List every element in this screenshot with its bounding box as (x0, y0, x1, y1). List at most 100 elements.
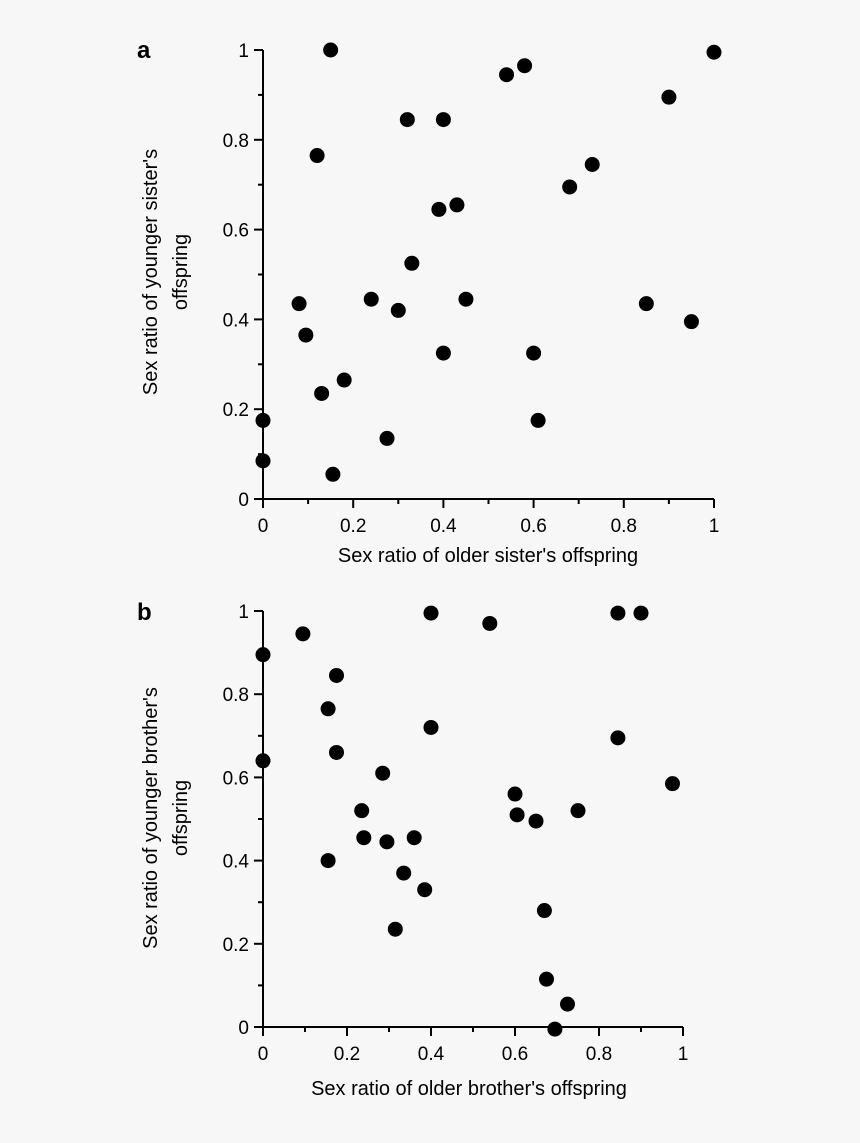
panel-b-data-point (295, 626, 311, 642)
panel-a-y-ticks: 0 0.2 0.4 0.6 0.8 1 (223, 41, 263, 511)
panel-b-data-point (255, 753, 271, 769)
panel-a-data-point (458, 291, 474, 307)
panel-a-points (255, 42, 722, 482)
panel-b-data-point (539, 971, 554, 987)
panel-b-data-point (509, 807, 525, 823)
panel-a-data-point (431, 201, 447, 217)
panel-a-x-tick-label: 0.2 (340, 516, 366, 537)
panel-b-data-point (396, 865, 412, 881)
panel-b-y-ticks: 0 0.2 0.4 0.6 0.8 1 (223, 602, 263, 1039)
panel-b-y-tick-label: 0 (238, 1018, 249, 1039)
panel-b-data-point (507, 786, 523, 802)
panel-b-data-point (354, 803, 370, 819)
panel-b-data-point (406, 830, 422, 846)
panel-a-data-point (325, 466, 341, 482)
panel-a-data-point (291, 296, 307, 312)
panel-a-y-tick-label: 0.8 (223, 131, 249, 152)
panel-b-data-point (482, 615, 498, 631)
panel-a-data-point (255, 453, 271, 469)
panel-b-x-tick-label: 0.6 (502, 1044, 528, 1065)
panel-b-x-tick-label: 0.4 (418, 1044, 445, 1065)
panel-a-y-tick-label: 0.6 (223, 221, 249, 242)
panel-b-points (255, 605, 680, 1037)
panel-a-data-point (404, 255, 420, 271)
panel-b-x-tick-label: 0.2 (334, 1044, 360, 1065)
panel-b-x-tick-label: 0.8 (586, 1044, 612, 1065)
panel-b-y-tick-label: 0.2 (223, 935, 249, 956)
panel-a-y-tick-label: 1 (238, 41, 249, 62)
panel-b-data-point (329, 667, 344, 683)
panel-a-data-point (390, 302, 406, 318)
panel-a-data-point (363, 291, 379, 307)
panel-b-data-point (633, 605, 649, 621)
panel-a-data-point (298, 327, 314, 343)
panel-b-y-axis-title-line2: offspring (170, 780, 192, 856)
panel-b-data-point (356, 830, 372, 846)
panel-b-data-point (379, 834, 395, 850)
panel-b-data-point (547, 1021, 563, 1037)
panel-a-x-tick-label: 0 (258, 516, 269, 537)
panel-a-data-point (638, 296, 654, 312)
panel-a-data-point (323, 42, 339, 58)
panel-b-data-point (536, 903, 552, 919)
panel-b-data-point (570, 803, 586, 819)
panel-b-data-point (423, 605, 439, 621)
panel-b-data-point (320, 853, 336, 869)
panel-b-data-point (610, 605, 626, 621)
panel-a-data-point (336, 372, 352, 388)
panel-a-data-point (661, 89, 677, 105)
panel-a-data-point (530, 412, 546, 428)
panel-a-y-tick-label: 0 (238, 490, 249, 511)
panel-b-data-point (423, 719, 439, 735)
panel-b-data-point (320, 701, 336, 717)
panel-a-x-tick-label: 0.4 (430, 516, 457, 537)
panel-b-data-point (417, 882, 433, 898)
panel-a-data-point (499, 67, 515, 83)
panel-b-y-tick-label: 0.4 (223, 852, 250, 873)
panel-a-data-point (706, 44, 722, 60)
panel-a-data-point (379, 430, 395, 446)
panel-b-y-tick-label: 0.6 (223, 768, 249, 789)
panel-b-x-ticks: 0 0.2 0.4 0.6 0.8 1 (258, 1027, 689, 1065)
panel-a-x-tick-label: 0.6 (520, 516, 546, 537)
panel-a-data-point (309, 148, 325, 164)
panel-b-data-point (665, 776, 680, 792)
panel-a-data-point (517, 58, 533, 74)
panel-b-y-axis-title-line1: Sex ratio of younger brother's (140, 687, 162, 949)
panel-a-x-tick-label: 1 (709, 516, 720, 537)
panel-b-y-tick-label: 1 (238, 602, 249, 623)
panel-a-data-point (435, 112, 451, 128)
panel-a-data-point (526, 345, 542, 361)
panel-a-data-point (562, 179, 578, 195)
panel-a-data-point (399, 112, 415, 128)
panel-a-y-axis-title: Sex ratio of younger sister's offspring (140, 149, 192, 395)
panel-a-data-point (314, 385, 330, 401)
panel-b-x-axis-title: Sex ratio of older brother's offspring (311, 1078, 627, 1100)
panel-a-data-point (449, 197, 465, 213)
panel-a-label: a (137, 37, 151, 64)
panel-b-data-point (329, 744, 344, 760)
panel-b-label: b (137, 599, 152, 626)
panel-b-y-tick-label: 0.8 (223, 685, 249, 706)
panel-a-y-axis-title-line1: Sex ratio of younger sister's (140, 149, 162, 395)
panel-a-data-point (435, 345, 451, 361)
panel-b-data-point (255, 647, 271, 663)
panel-b-data-point (528, 813, 544, 829)
panel-b-data-point (610, 730, 626, 746)
panel-a-y-axis-title-line2: offspring (170, 234, 192, 310)
panel-a-data-point (255, 412, 271, 428)
panel-a-y-tick-label: 0.2 (223, 400, 249, 421)
panel-b-x-tick-label: 1 (678, 1044, 689, 1065)
panel-b-data-point (375, 765, 391, 781)
panel-a-data-point (683, 314, 699, 330)
panel-a-y-tick-label: 0.4 (223, 310, 250, 331)
panel-a-x-tick-label: 0.8 (611, 516, 637, 537)
panel-a: a 0 0.2 0.4 0.6 0.8 1 0 0.2 0.4 0.6 0.8 1 Sex rati… (137, 37, 722, 567)
panel-b-data-point (560, 996, 575, 1012)
panel-b: b 0 0.2 0.4 0.6 0.8 1 0 0.2 0.4 0.6 0.8 1 Sex rati… (137, 599, 688, 1100)
panel-a-x-ticks: 0 0.2 0.4 0.6 0.8 1 (258, 499, 720, 537)
panel-a-x-axis-title: Sex ratio of older sister's offspring (338, 545, 638, 567)
panel-a-data-point (584, 156, 600, 172)
panel-b-x-tick-label: 0 (258, 1044, 269, 1065)
